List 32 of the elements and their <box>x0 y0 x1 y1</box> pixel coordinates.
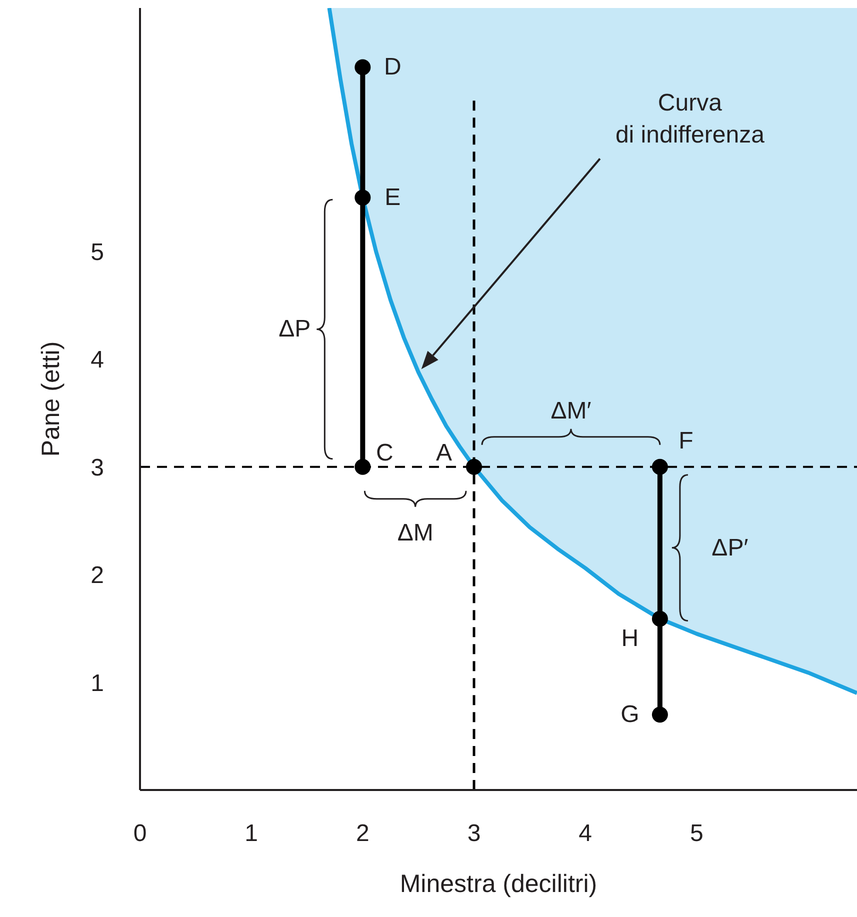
annotation: H <box>621 625 639 652</box>
y-tick-label: 4 <box>90 346 104 374</box>
annotation: ΔM′ <box>550 397 592 424</box>
y-tick-label: 5 <box>90 238 104 266</box>
x-axis-title: Minestra (decilitri) <box>400 870 598 898</box>
annotation: ΔP′ <box>712 534 749 562</box>
annotation: ΔP <box>278 316 311 343</box>
annotation: D <box>384 54 402 81</box>
annotation: E <box>384 184 401 212</box>
y-axis-title: Pane (etti) <box>36 341 65 457</box>
point <box>652 458 668 475</box>
point <box>652 610 668 627</box>
annotation: F <box>678 427 694 454</box>
y-tick-label: 2 <box>90 562 104 590</box>
annotation: ΔM <box>397 519 434 546</box>
annotation: G <box>620 701 640 728</box>
x-tick-label: 0 <box>133 820 147 848</box>
point <box>354 190 371 206</box>
x-tick-label: 4 <box>578 820 592 848</box>
point <box>652 706 668 723</box>
annotation: A <box>436 439 452 466</box>
point <box>466 458 482 475</box>
y-tick-label: 1 <box>90 670 104 697</box>
x-tick-label: 1 <box>244 820 258 848</box>
annotation: Curva di indifferenza <box>615 89 766 148</box>
point <box>354 458 371 475</box>
x-tick-label: 5 <box>690 820 704 848</box>
point <box>354 59 371 76</box>
annotation: C <box>376 439 394 466</box>
x-tick-label: 2 <box>356 820 370 848</box>
x-tick-label: 3 <box>467 820 481 848</box>
y-tick-label: 3 <box>90 454 104 482</box>
